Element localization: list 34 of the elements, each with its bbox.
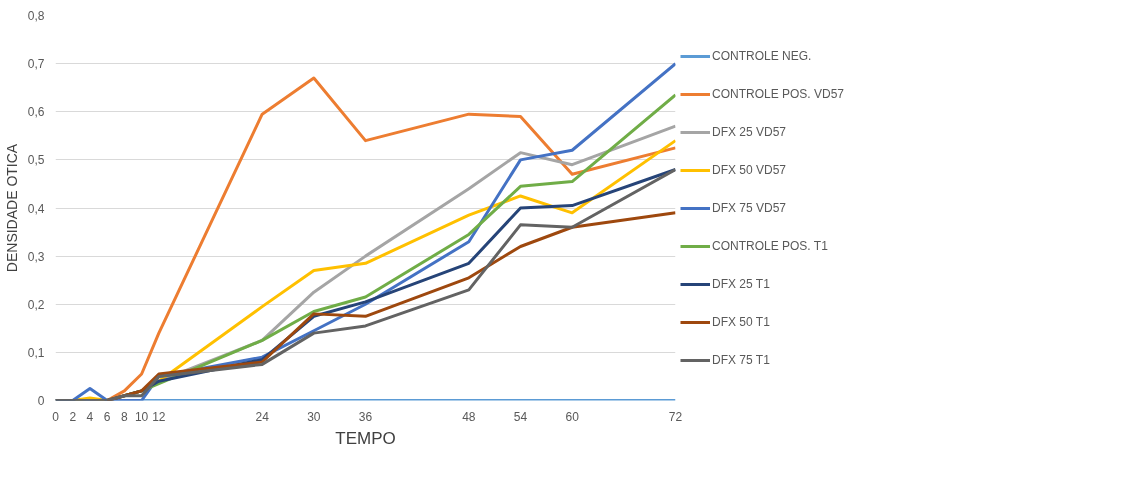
x-tick-label: 2	[69, 409, 77, 424]
legend-label: CONTROLE POS. VD57	[712, 86, 845, 101]
y-tick-label: 0,4	[27, 201, 45, 216]
y-tick-label: 0,2	[27, 297, 45, 312]
y-tick-label: 0,7	[27, 57, 45, 72]
legend-label: DFX 75 T1	[712, 352, 770, 367]
x-tick-label: 8	[121, 409, 129, 424]
x-tick-label: 4	[86, 409, 94, 424]
x-axis-title: TEMPO	[335, 428, 396, 448]
x-tick-label: 60	[565, 409, 580, 424]
x-tick-label: 30	[307, 409, 321, 424]
legend-label: DFX 50 VD57	[712, 162, 787, 177]
x-tick-label: 36	[358, 409, 373, 424]
legend-label: CONTROLE NEG.	[712, 48, 812, 63]
y-tick-label: 0,6	[27, 105, 45, 120]
y-tick-label: 0	[37, 394, 45, 408]
x-tick-label: 10	[134, 409, 149, 424]
y-tick-label: 0,1	[27, 345, 45, 360]
legend-label: DFX 25 T1	[712, 276, 770, 291]
x-tick-label: 24	[255, 409, 270, 424]
legend-label: CONTROLE POS. T1	[712, 238, 828, 253]
x-tick-label: 54	[513, 409, 528, 424]
x-tick-label: 72	[668, 409, 683, 424]
y-tick-label: 0,5	[27, 153, 45, 168]
x-tick-label: 48	[462, 409, 476, 424]
y-tick-label: 0,8	[27, 9, 45, 23]
legend-label: DFX 75 VD57	[712, 200, 787, 215]
x-tick-label: 0	[52, 409, 60, 424]
legend-label: DFX 25 VD57	[712, 124, 787, 139]
legend-label: DFX 50 T1	[712, 314, 770, 329]
y-axis-title: DENSIDADE OTICA	[3, 143, 20, 273]
y-tick-label: 0,3	[27, 249, 45, 264]
x-tick-label: 12	[152, 409, 166, 424]
x-tick-label: 6	[103, 409, 111, 424]
